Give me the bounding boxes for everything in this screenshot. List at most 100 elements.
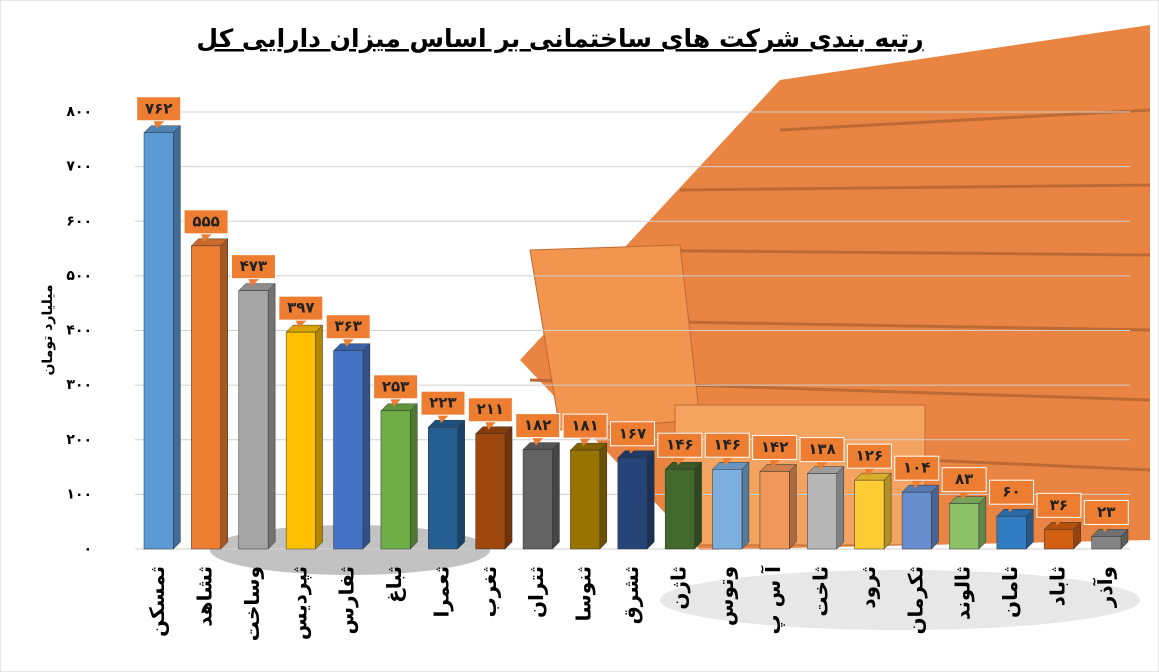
data-label: ۱۸۲ (524, 416, 551, 434)
x-tick-label: ثامان (998, 566, 1022, 618)
bar (428, 426, 458, 550)
bar-side (599, 442, 608, 550)
bar (285, 331, 316, 550)
callout-box (941, 467, 987, 493)
callout-box (515, 413, 561, 439)
x-tick-label: ثفارس (335, 566, 359, 635)
callout-box (325, 314, 371, 340)
y-tick-label: ۲۰۰ (66, 432, 92, 448)
callout-box (562, 413, 608, 439)
x-tick-label: ثاخت (809, 566, 833, 617)
y-tick-label: ۸۰۰ (66, 104, 92, 120)
bar (759, 471, 790, 550)
callout-box (752, 434, 798, 460)
data-label: ۱۴۶ (714, 436, 741, 454)
callout-box (467, 397, 513, 423)
data-label: ۱۶۷ (619, 424, 646, 442)
callout-box (657, 432, 703, 458)
bar-side (504, 426, 513, 550)
bar (901, 491, 932, 550)
y-tick-label: ۳۰۰ (66, 377, 92, 393)
x-tick-label: ثغرب (477, 566, 501, 617)
bar (996, 515, 1027, 550)
callout-box (420, 390, 466, 416)
data-label: ۶۰ (1002, 483, 1020, 501)
x-tick-label: ثپردیس (287, 566, 312, 640)
bar-side (741, 461, 750, 550)
bar (664, 468, 695, 550)
x-tick-label: وآذر (1092, 566, 1117, 608)
bar (570, 449, 601, 550)
x-tick-label: ثنوسا (572, 566, 596, 621)
bar (949, 503, 980, 550)
bar-side (362, 343, 371, 550)
bar (712, 468, 743, 550)
bar-side (883, 472, 892, 550)
x-tick-label: ثباغ (382, 566, 406, 603)
chart-title: رتبه بندی شرکت های ساختمانی بر اساس میزا… (196, 24, 923, 54)
x-tick-label: وتوس (714, 566, 738, 626)
x-tick-label: ثمسکن (145, 566, 169, 637)
data-label: ۱۳۸ (808, 440, 835, 458)
y-tick-label: ۴۰۰ (66, 323, 92, 339)
callout-box (373, 374, 419, 400)
data-label: ۲۵۳ (382, 377, 409, 395)
x-tick-label: ثعمرا (429, 566, 453, 618)
data-label: ۱۲۶ (856, 447, 883, 465)
bar (807, 473, 837, 550)
bar-side (457, 419, 465, 550)
callout-box (1036, 492, 1082, 518)
x-tick-label: ثاژن (666, 566, 690, 610)
callout-box (278, 295, 324, 321)
x-tick-label: ثشرق (619, 566, 643, 624)
bar (522, 449, 553, 550)
x-tick-label: وساخت (240, 566, 264, 641)
callout-box (704, 432, 750, 458)
data-label: ۴۷۳ (240, 257, 267, 275)
callout-box (230, 254, 276, 280)
x-tick-label: ثکرمان (903, 566, 927, 635)
x-tick-label: آ س پ (760, 565, 785, 635)
bar (238, 290, 269, 550)
callout-box (1083, 499, 1129, 525)
bar-side (646, 450, 655, 550)
callout-pointer (1052, 515, 1067, 526)
callout-box (846, 443, 892, 469)
bar-side (220, 238, 229, 550)
callout-box (989, 479, 1035, 505)
bar-side (410, 403, 418, 550)
bar (1043, 529, 1074, 550)
bar (333, 350, 364, 550)
bar-side (552, 441, 560, 550)
data-label: ۳۶۳ (334, 317, 361, 335)
y-tick-label: ۷۰۰ (66, 159, 92, 175)
x-tick-label: ثالوند (951, 566, 975, 620)
y-tick-label: ۵۰۰ (66, 268, 92, 284)
data-label: ۸۳ (955, 470, 973, 488)
data-label: ۳۹۷ (287, 299, 314, 317)
bar (1091, 536, 1122, 550)
bar-side (789, 463, 797, 550)
y-axis-label: میلیارد تومان (40, 284, 56, 375)
x-tick-label: ثتران (524, 566, 548, 618)
bar-side (267, 283, 276, 550)
data-label: ۲۲۳ (429, 394, 456, 412)
bar-side (694, 461, 702, 550)
data-label: ۱۴۶ (666, 436, 693, 454)
x-tick-label: ثرود (856, 566, 880, 609)
bar-side (315, 324, 323, 550)
bar-side (978, 496, 987, 550)
bar-side (836, 466, 844, 550)
data-label: ۲۳ (1097, 503, 1115, 521)
bar (380, 410, 411, 550)
bar (191, 245, 222, 550)
x-tick-label: ثشاهد (193, 566, 217, 627)
callout-box (610, 421, 655, 447)
data-label: ۳۶ (1050, 496, 1068, 514)
y-tick-label: ۰ (83, 541, 92, 557)
data-label: ۱۴۲ (761, 438, 788, 456)
data-label: ۱۰۴ (903, 459, 930, 477)
bar (617, 457, 648, 550)
bar (143, 132, 174, 550)
data-label: ۷۶۲ (145, 99, 172, 117)
